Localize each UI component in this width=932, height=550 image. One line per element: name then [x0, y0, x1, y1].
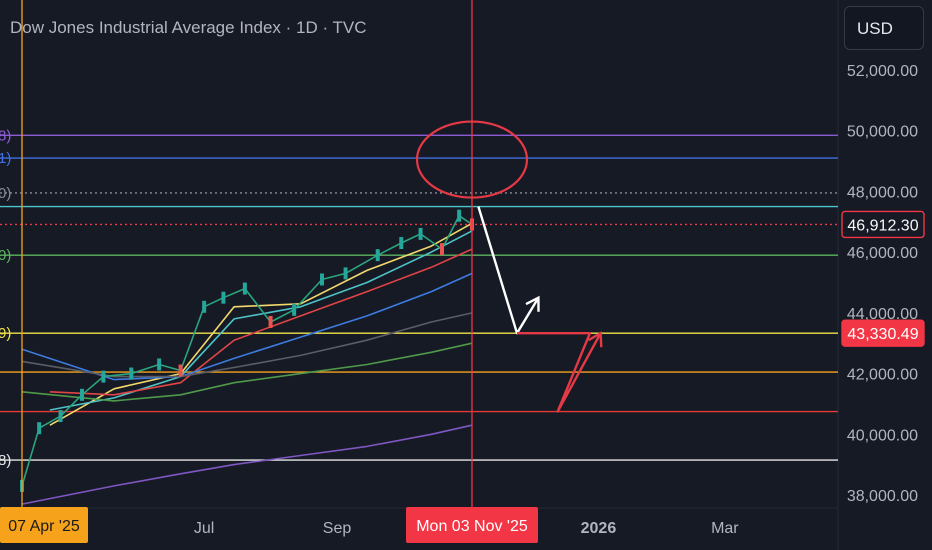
x-tick-label: Jul — [194, 520, 214, 537]
level-label: 8) — [0, 452, 11, 469]
price-label-text: 46,912.30 — [847, 217, 918, 234]
price-candles — [20, 209, 474, 492]
price-label-box — [841, 210, 925, 239]
y-tick-label: 52,000.00 — [847, 63, 918, 80]
horizontal-levels: 8) 1) 0) 0) 9) 8) — [0, 127, 838, 469]
time-label-text: 07 Apr '25 — [8, 518, 80, 535]
level-label: 9) — [0, 325, 11, 342]
price-candle — [37, 422, 42, 435]
moving-average-line — [21, 342, 473, 402]
y-tick-label: 50,000.00 — [847, 124, 918, 141]
moving-average-line — [21, 272, 473, 381]
chart-title: Dow Jones Industrial Average Index · 1D … — [10, 18, 367, 37]
arrow-head — [525, 295, 540, 312]
price-candle — [221, 291, 226, 304]
price-candle — [292, 303, 297, 316]
level-label: 0) — [0, 185, 11, 202]
price-candle — [202, 300, 207, 313]
moving-average-line — [49, 248, 473, 396]
y-tick-label: 40,000.00 — [847, 427, 918, 444]
time-labels: 07 Apr '25 Mon 03 Nov '25 — [0, 507, 538, 543]
price-candle — [157, 358, 162, 371]
price-candle — [440, 243, 444, 256]
x-tick-label: Sep — [323, 520, 352, 537]
price-candle — [375, 249, 380, 262]
level-label: 0) — [0, 247, 11, 264]
x-tick-label: 2026 — [581, 520, 617, 537]
price-candle — [418, 227, 423, 240]
price-candle — [268, 315, 273, 328]
price-label-text: 43,330.49 — [847, 326, 918, 343]
y-tick-label: 38,000.00 — [847, 488, 918, 505]
time-label-text: Mon 03 Nov '25 — [416, 518, 528, 535]
time-label-box — [0, 507, 88, 543]
highlight-circle — [415, 120, 529, 199]
price-candle — [343, 267, 348, 280]
projection-path — [517, 332, 602, 413]
moving-average-line — [49, 230, 473, 411]
y-tick-label: 42,000.00 — [847, 367, 918, 384]
moving-average-line — [21, 424, 473, 505]
moving-average-line — [21, 312, 473, 378]
price-axis: 38,000.00 40,000.00 42,000.00 44,000.00 46,0… — [847, 63, 918, 505]
projection-path — [477, 206, 540, 335]
arrow-head — [587, 331, 603, 348]
price-candle — [101, 370, 106, 383]
x-tick-label: Mar — [711, 520, 739, 537]
annotations — [415, 120, 603, 413]
price-candle — [242, 282, 247, 295]
currency-button[interactable]: USD — [844, 6, 924, 50]
price-candle — [320, 273, 324, 286]
level-label: 8) — [0, 127, 11, 144]
price-label-box — [841, 319, 925, 347]
y-tick-label: 48,000.00 — [847, 184, 918, 201]
moving-averages — [21, 222, 473, 505]
price-candle — [58, 410, 63, 423]
y-tick-label: 44,000.00 — [847, 306, 918, 323]
price-candle — [178, 364, 183, 377]
price-candle — [399, 237, 404, 250]
time-label-box — [406, 507, 538, 543]
crosshair — [21, 0, 473, 508]
price-labels: 46,912.30 43,330.49 — [841, 210, 925, 347]
price-candle — [457, 209, 462, 222]
price-candle — [80, 388, 84, 401]
y-tick-label: 46,000.00 — [847, 245, 918, 262]
moving-average-line — [49, 222, 473, 426]
time-axis: Jul Sep 2026 Mar — [194, 520, 739, 537]
price-candle — [129, 367, 134, 380]
level-label: 1) — [0, 150, 11, 167]
